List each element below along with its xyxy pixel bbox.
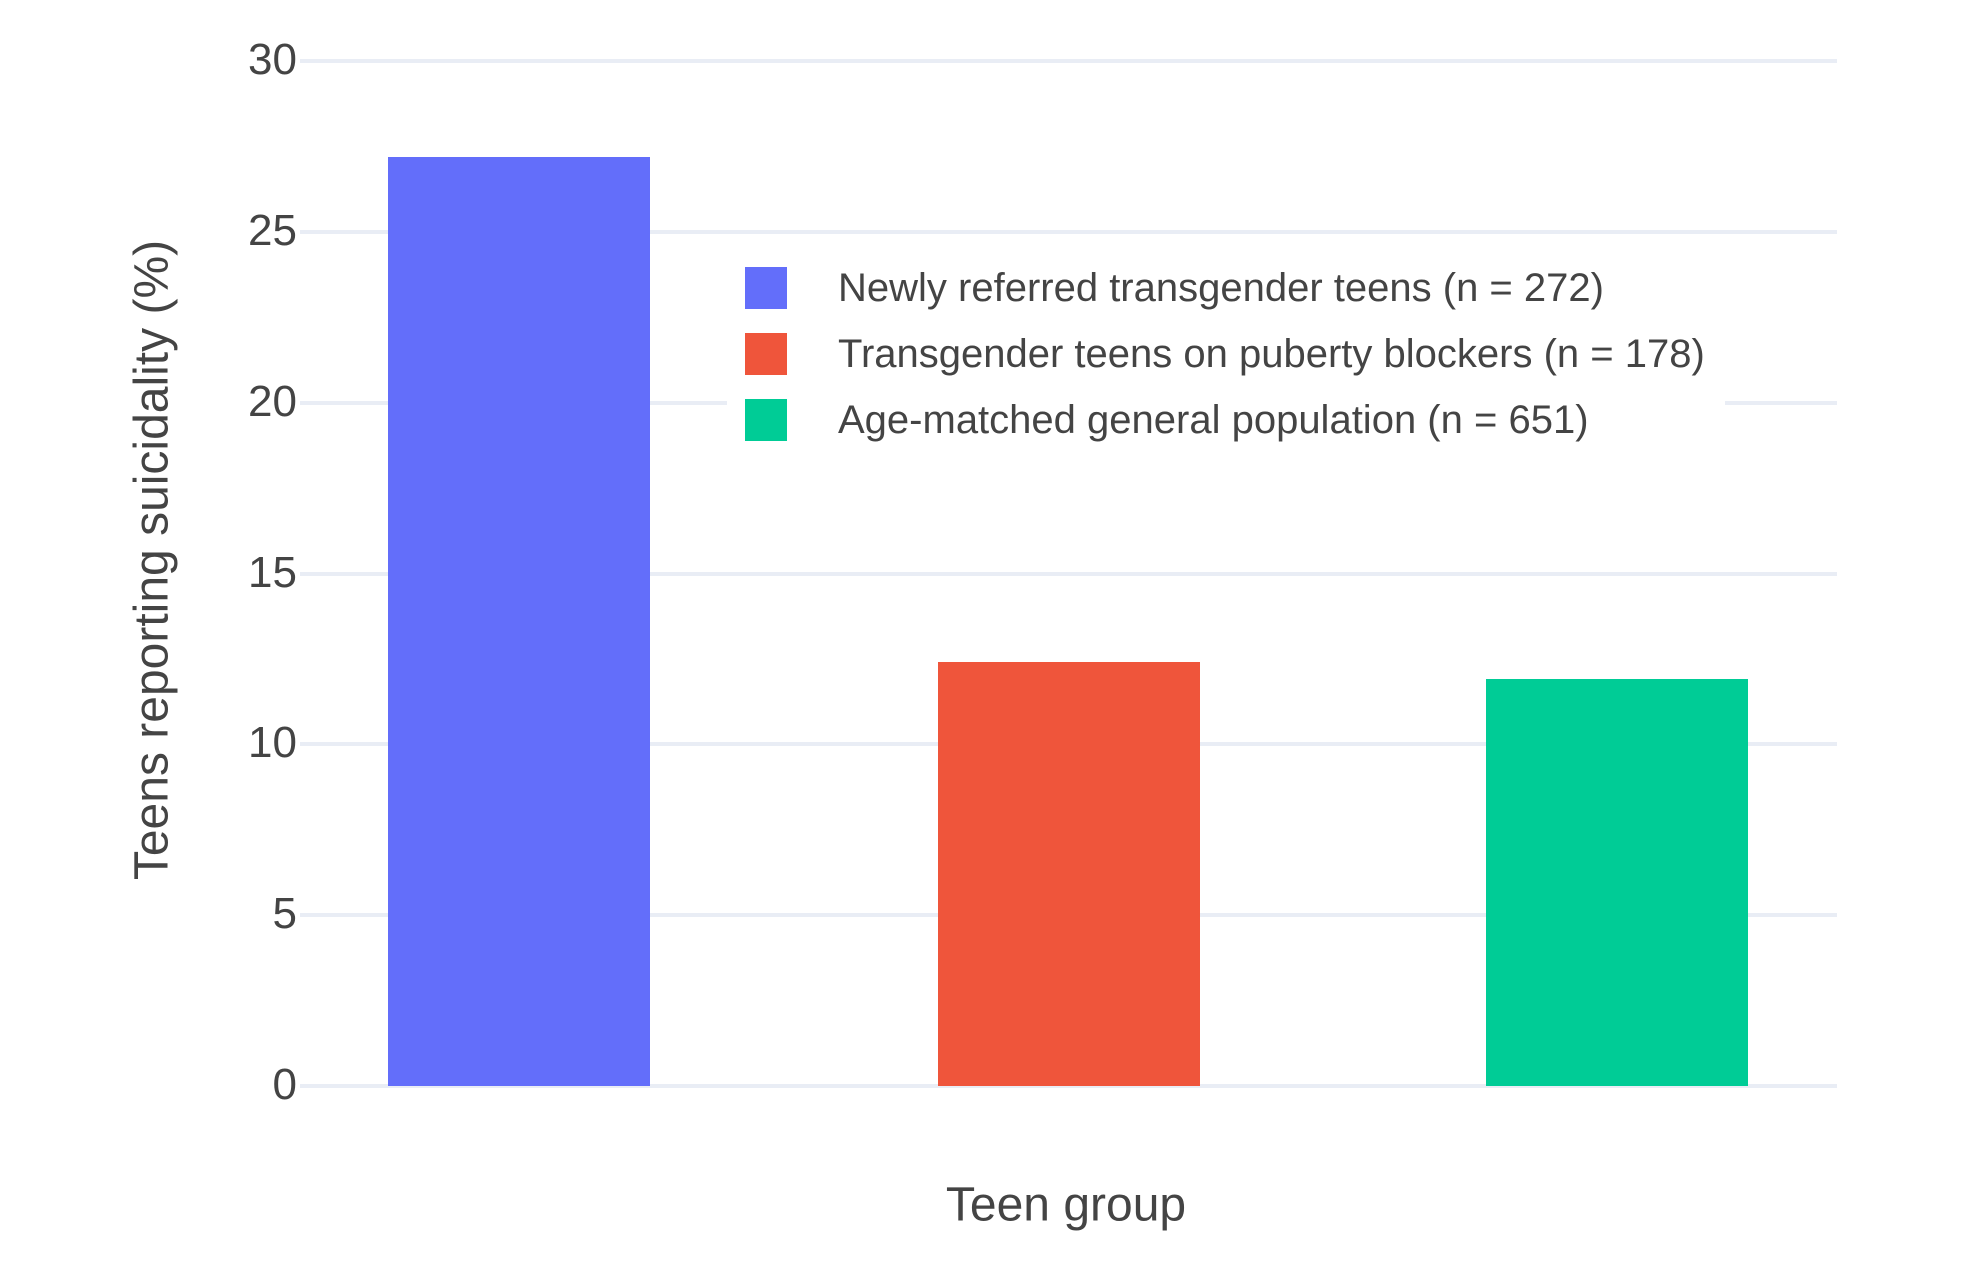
bar-age-matched-general-population[interactable] bbox=[1486, 679, 1748, 1086]
x-axis-title: Teen group bbox=[945, 1178, 1187, 1232]
legend-item-2[interactable]: Age-matched general population (n = 651) bbox=[745, 387, 1705, 453]
y-tick-label-30: 30 bbox=[248, 35, 297, 85]
gridline-y-25 bbox=[300, 229, 1837, 234]
legend-label: Transgender teens on puberty blockers (n… bbox=[838, 331, 1705, 376]
legend-item-0[interactable]: Newly referred transgender teens (n = 27… bbox=[745, 255, 1705, 321]
y-tick-label-5: 5 bbox=[272, 889, 297, 939]
legend: Newly referred transgender teens (n = 27… bbox=[727, 247, 1725, 461]
y-tick-label-15: 15 bbox=[248, 547, 297, 597]
y-tick-label-0: 0 bbox=[272, 1060, 297, 1110]
legend-item-1[interactable]: Transgender teens on puberty blockers (n… bbox=[745, 321, 1705, 387]
bar-newly-referred-transgender-teens[interactable] bbox=[388, 156, 650, 1086]
gridline-y-0 bbox=[300, 1084, 1837, 1088]
legend-swatch-icon bbox=[745, 333, 787, 375]
y-axis-title: Teens reporting suicidality (%) bbox=[125, 239, 179, 881]
legend-swatch-icon bbox=[745, 399, 787, 441]
legend-swatch-icon bbox=[745, 267, 787, 309]
legend-label: Age-matched general population (n = 651) bbox=[838, 397, 1589, 442]
gridline-y-30 bbox=[300, 59, 1837, 63]
gridline-y-15 bbox=[300, 571, 1837, 576]
y-tick-label-10: 10 bbox=[248, 718, 297, 768]
y-tick-label-25: 25 bbox=[248, 205, 297, 255]
legend-label: Newly referred transgender teens (n = 27… bbox=[838, 265, 1604, 310]
y-tick-label-20: 20 bbox=[248, 376, 297, 426]
bar-transgender-teens-on-puberty-blockers[interactable] bbox=[938, 662, 1200, 1086]
